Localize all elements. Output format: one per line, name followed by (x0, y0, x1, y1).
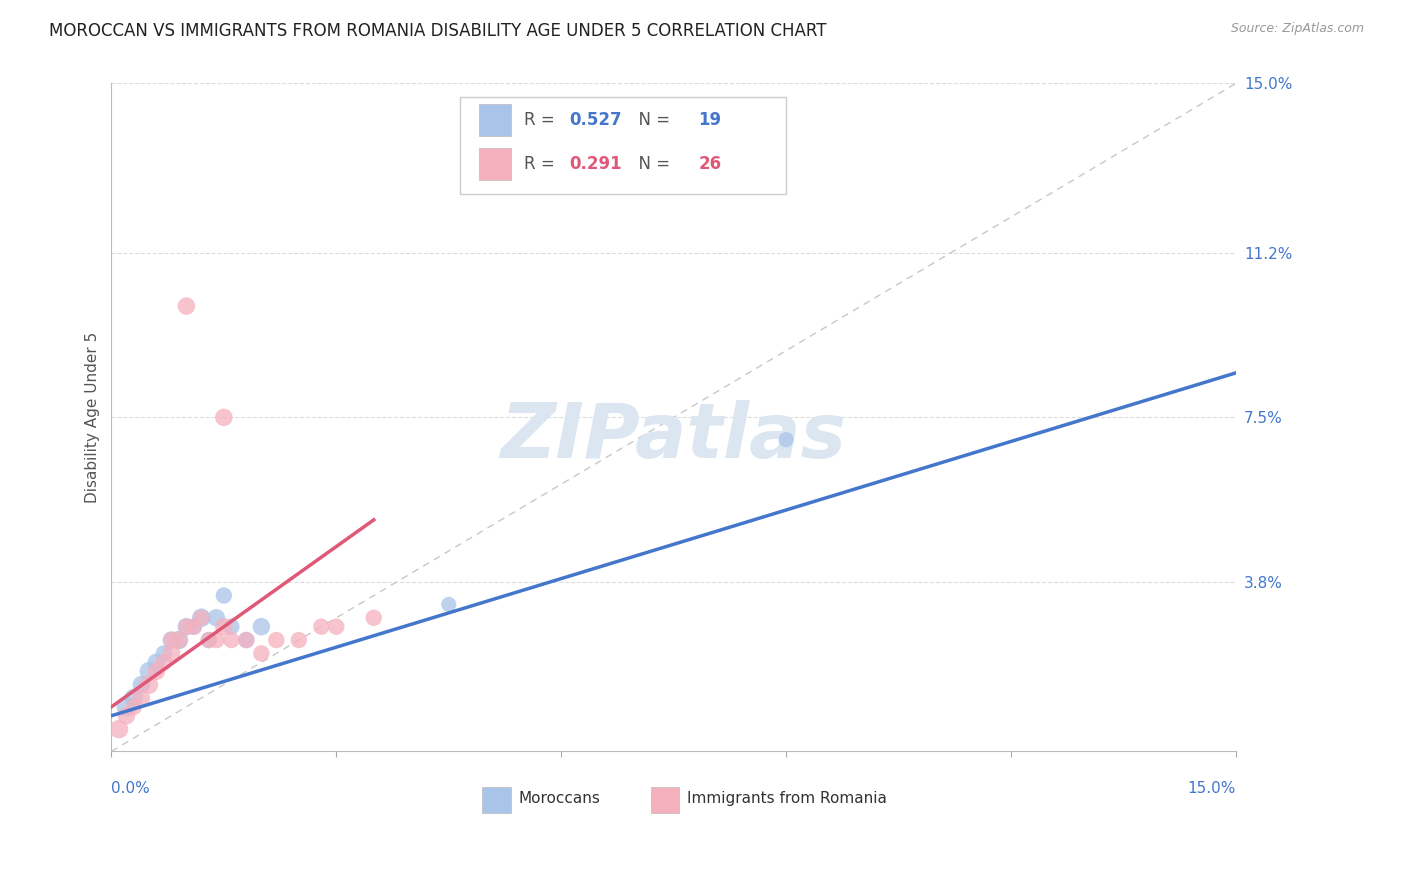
Text: 19: 19 (699, 112, 721, 129)
Point (176, 299, 198, 313)
Point (212, 410, 235, 425)
Text: 0.0%: 0.0% (111, 781, 150, 797)
Y-axis label: Disability Age Under 5: Disability Age Under 5 (86, 332, 100, 503)
Text: ZIPatlas: ZIPatlas (501, 401, 846, 475)
Point (153, 656, 176, 670)
Point (288, 633, 311, 648)
Point (205, 611, 228, 625)
Point (176, 620, 198, 634)
Text: N =: N = (627, 112, 675, 129)
Point (131, 677, 153, 691)
Text: 0.527: 0.527 (569, 112, 621, 129)
Text: 15.0%: 15.0% (1188, 781, 1236, 797)
Point (212, 620, 235, 634)
Text: 0.291: 0.291 (569, 154, 621, 172)
Point (138, 677, 160, 691)
Point (122, 690, 145, 705)
Text: Source: ZipAtlas.com: Source: ZipAtlas.com (1230, 22, 1364, 36)
Point (131, 690, 153, 705)
Point (266, 633, 288, 648)
Point (138, 664, 160, 678)
Point (363, 611, 385, 625)
Point (311, 620, 333, 634)
Point (108, 722, 131, 736)
Point (167, 633, 190, 648)
Bar (479, 104, 510, 136)
Point (167, 633, 190, 648)
Point (190, 611, 212, 625)
Point (198, 633, 221, 648)
Point (183, 620, 205, 634)
Point (250, 647, 273, 661)
Text: Immigrants from Romania: Immigrants from Romania (688, 790, 887, 805)
Text: 26: 26 (699, 154, 721, 172)
FancyBboxPatch shape (460, 97, 786, 194)
Point (160, 647, 183, 661)
Point (221, 633, 243, 648)
Point (176, 620, 198, 634)
Point (437, 598, 460, 612)
Point (122, 699, 145, 714)
Point (235, 633, 257, 648)
Point (145, 656, 167, 670)
Point (115, 699, 138, 714)
Point (221, 620, 243, 634)
Point (160, 633, 183, 648)
Point (775, 433, 797, 447)
Point (205, 633, 228, 648)
Point (183, 620, 205, 634)
Bar (482, 788, 510, 813)
Point (190, 611, 212, 625)
Point (325, 620, 347, 634)
Point (250, 620, 273, 634)
Point (115, 708, 138, 723)
Bar (479, 147, 510, 179)
Text: Moroccans: Moroccans (519, 790, 600, 805)
Text: N =: N = (627, 154, 675, 172)
Text: MOROCCAN VS IMMIGRANTS FROM ROMANIA DISABILITY AGE UNDER 5 CORRELATION CHART: MOROCCAN VS IMMIGRANTS FROM ROMANIA DISA… (49, 22, 827, 40)
Text: R =: R = (524, 112, 560, 129)
Point (198, 633, 221, 648)
Bar (651, 788, 679, 813)
Point (212, 589, 235, 603)
Point (235, 633, 257, 648)
Point (160, 633, 183, 648)
Point (145, 664, 167, 678)
Text: R =: R = (524, 154, 560, 172)
Point (153, 647, 176, 661)
